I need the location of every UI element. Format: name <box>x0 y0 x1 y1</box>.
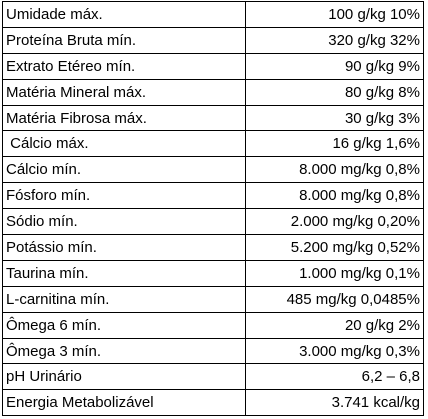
nutrient-value: 80 g/kg 8% <box>245 78 424 106</box>
table-row: L-carnitina mín. 485 mg/kg 0,0485% <box>2 285 424 313</box>
table-row: Matéria Mineral máx. 80 g/kg 8% <box>2 78 424 106</box>
nutrient-value: 320 g/kg 32% <box>245 26 424 54</box>
table-row: Ômega 3 mín. 3.000 mg/kg 0,3% <box>2 337 424 365</box>
nutrient-name: Cálcio mín. <box>2 156 246 184</box>
nutrient-name: Proteína Bruta mín. <box>2 26 246 54</box>
nutrient-value: 2.000 mg/kg 0,20% <box>245 208 424 236</box>
nutrient-value: 20 g/kg 2% <box>245 311 424 339</box>
table-row: pH Urinário 6,2 – 6,8 <box>2 363 424 391</box>
nutrient-name: Energia Metabolizável <box>2 389 246 417</box>
nutrient-value: 100 g/kg 10% <box>245 1 424 28</box>
table-row: Sódio mín. 2.000 mg/kg 0,20% <box>2 208 424 236</box>
table-row: Fósforo mín. 8.000 mg/kg 0,8% <box>2 182 424 210</box>
nutrient-value: 5.200 mg/kg 0,52% <box>245 234 424 261</box>
nutrient-value: 90 g/kg 9% <box>245 52 424 80</box>
nutrition-table: Umidade máx. 100 g/kg 10% Proteína Bruta m… <box>2 1 424 417</box>
table-body: Umidade máx. 100 g/kg 10% Proteína Bruta m… <box>2 1 424 417</box>
table-row: Potássio mín. 5.200 mg/kg 0,52% <box>2 234 424 261</box>
nutrient-value: 3.000 mg/kg 0,3% <box>245 337 424 365</box>
nutrient-value: 485 mg/kg 0,0485% <box>245 285 424 313</box>
nutrient-name: pH Urinário <box>2 363 246 391</box>
nutrient-name: Sódio mín. <box>2 208 246 236</box>
nutrient-name: Ômega 3 mín. <box>2 337 246 365</box>
table-row: Taurina mín. 1.000 mg/kg 0,1% <box>2 259 424 287</box>
table-row: Cálcio máx. 16 g/kg 1,6% <box>2 130 424 158</box>
table-row: Energia Metabolizável 3.741 kcal/kg <box>2 389 424 417</box>
nutrient-value: 3.741 kcal/kg <box>245 389 424 417</box>
table-row: Extrato Etéreo mín. 90 g/kg 9% <box>2 52 424 80</box>
nutrient-name: Umidade máx. <box>2 1 246 28</box>
nutrient-name: Ômega 6 mín. <box>2 311 246 339</box>
nutrient-name: Matéria Fibrosa máx. <box>2 104 246 132</box>
nutrient-value: 30 g/kg 3% <box>245 104 424 132</box>
table-row: Cálcio mín. 8.000 mg/kg 0,8% <box>2 156 424 184</box>
nutrient-value: 16 g/kg 1,6% <box>245 130 424 158</box>
nutrient-value: 8.000 mg/kg 0,8% <box>245 182 424 210</box>
table-row: Ômega 6 mín. 20 g/kg 2% <box>2 311 424 339</box>
table-row: Proteína Bruta mín. 320 g/kg 32% <box>2 26 424 54</box>
nutrient-name: Fósforo mín. <box>2 182 246 210</box>
nutrient-value: 8.000 mg/kg 0,8% <box>245 156 424 184</box>
nutrient-value: 1.000 mg/kg 0,1% <box>245 259 424 287</box>
nutrient-name: Matéria Mineral máx. <box>2 78 246 106</box>
nutrient-name: Cálcio máx. <box>2 130 246 158</box>
nutrient-value: 6,2 – 6,8 <box>245 363 424 391</box>
table-row: Matéria Fibrosa máx. 30 g/kg 3% <box>2 104 424 132</box>
nutrient-name: Taurina mín. <box>2 259 246 287</box>
nutrient-name: Extrato Etéreo mín. <box>2 52 246 80</box>
nutrient-name: Potássio mín. <box>2 234 246 261</box>
nutrient-name: L-carnitina mín. <box>2 285 246 313</box>
table-row: Umidade máx. 100 g/kg 10% <box>2 1 424 28</box>
